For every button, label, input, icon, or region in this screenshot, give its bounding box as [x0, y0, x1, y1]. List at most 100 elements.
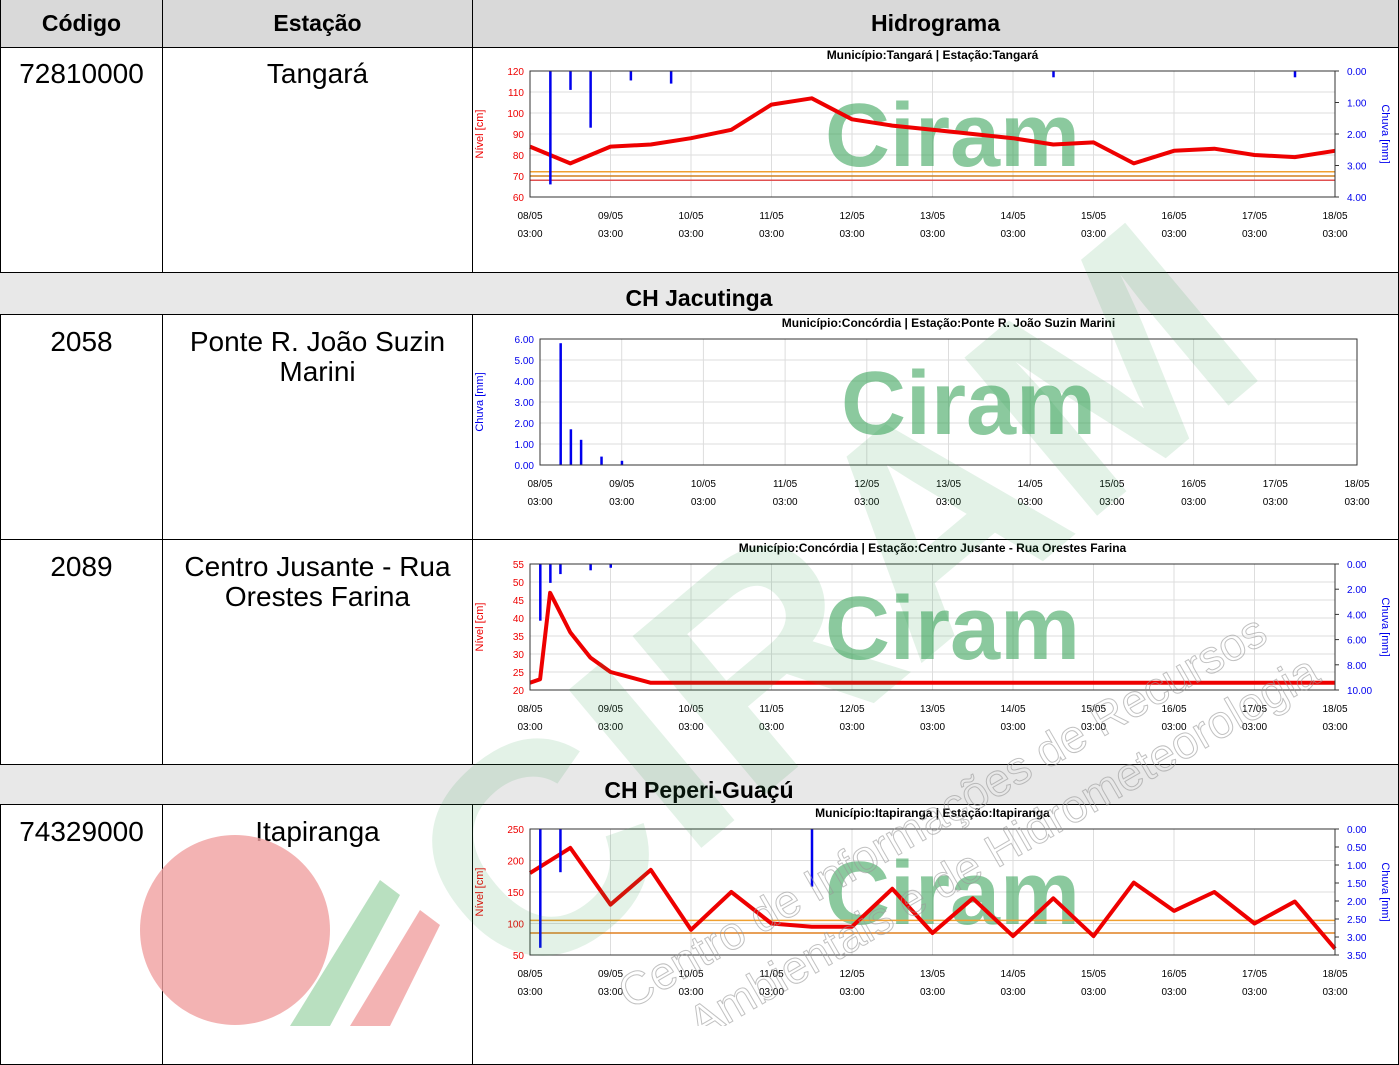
x-tick-time: 03:00	[1263, 497, 1288, 508]
x-tick-date: 15/05	[1081, 969, 1106, 980]
x-tick-date: 17/05	[1263, 479, 1288, 490]
x-tick-time: 03:00	[936, 497, 961, 508]
rain-bar	[539, 829, 542, 948]
y-tick-label: 150	[507, 888, 524, 899]
y2-tick-label: 8.00	[1347, 661, 1367, 672]
x-tick-time: 03:00	[1081, 987, 1106, 998]
x-tick-time: 03:00	[759, 987, 784, 998]
x-tick-time: 03:00	[1322, 722, 1347, 733]
x-tick-date: 09/05	[609, 479, 634, 490]
y-axis-label: Nível [cm]	[474, 110, 486, 159]
station-name: Itapiranga	[163, 805, 473, 1065]
y-tick-label: 80	[513, 151, 525, 162]
x-tick-time: 03:00	[691, 497, 716, 508]
x-tick-time: 03:00	[1322, 229, 1347, 240]
y2-tick-label: 0.00	[1347, 67, 1367, 78]
rain-bar	[610, 564, 613, 568]
chart-watermark: Ciram	[825, 579, 1080, 679]
x-tick-date: 08/05	[527, 479, 552, 490]
x-tick-date: 09/05	[598, 704, 623, 715]
rain-bar	[600, 457, 603, 465]
y2-tick-label: 1.00	[1347, 99, 1367, 110]
rain-bar	[589, 564, 592, 570]
x-tick-date: 11/05	[759, 969, 784, 980]
y-tick-label: 45	[513, 596, 525, 607]
x-tick-time: 03:00	[839, 229, 864, 240]
x-tick-time: 03:00	[678, 987, 703, 998]
x-tick-time: 03:00	[920, 722, 945, 733]
rain-bar	[1052, 71, 1055, 77]
y-tick-label: 2.00	[515, 419, 535, 430]
y-axis-label: Nível [cm]	[474, 868, 486, 917]
rain-bar	[630, 71, 633, 80]
y-tick-label: 50	[513, 951, 525, 962]
x-tick-date: 16/05	[1161, 211, 1186, 222]
y2-axis-label: Chuva [mm]	[1379, 862, 1391, 921]
y-tick-label: 6.00	[515, 335, 535, 346]
x-tick-time: 03:00	[1161, 987, 1186, 998]
x-tick-time: 03:00	[527, 497, 552, 508]
hydrograph: Município:Concórdia | Estação:Ponte R. J…	[473, 315, 1398, 539]
x-tick-time: 03:00	[598, 987, 623, 998]
x-tick-time: 03:00	[1000, 722, 1025, 733]
rain-bar	[549, 564, 552, 583]
y-tick-label: 40	[513, 614, 525, 625]
y2-tick-label: 6.00	[1347, 636, 1367, 647]
x-tick-time: 03:00	[1322, 987, 1347, 998]
y-tick-label: 60	[513, 193, 525, 204]
x-tick-time: 03:00	[759, 722, 784, 733]
x-tick-date: 18/05	[1322, 704, 1347, 715]
x-tick-date: 12/05	[839, 211, 864, 222]
x-tick-time: 03:00	[598, 722, 623, 733]
y-tick-label: 3.00	[515, 398, 535, 409]
y2-tick-label: 3.00	[1347, 162, 1367, 173]
station-name: Centro Jusante - Rua Orestes Farina	[163, 540, 473, 765]
x-tick-date: 18/05	[1344, 479, 1369, 490]
hydrograph: Município:Tangará | Estação:TangaráNível…	[473, 47, 1398, 272]
x-tick-time: 03:00	[1081, 722, 1106, 733]
station-code: 2089	[0, 540, 163, 765]
y-tick-label: 50	[513, 578, 525, 589]
x-tick-date: 15/05	[1099, 479, 1124, 490]
section-header: CH Peperi-Guaçú	[0, 765, 1399, 805]
x-tick-time: 03:00	[1242, 229, 1267, 240]
x-tick-date: 15/05	[1081, 211, 1106, 222]
station-code: 72810000	[0, 47, 163, 273]
x-tick-date: 08/05	[517, 704, 542, 715]
y2-tick-label: 0.00	[1347, 560, 1367, 571]
y-tick-label: 1.00	[515, 440, 535, 451]
y2-tick-label: 0.50	[1347, 843, 1367, 854]
chart-watermark: Ciram	[825, 86, 1080, 186]
chart-title: Município:Concórdia | Estação:Ponte R. J…	[782, 316, 1115, 330]
y-tick-label: 110	[508, 88, 524, 99]
y2-tick-label: 2.50	[1347, 915, 1367, 926]
rain-bar	[559, 343, 562, 465]
x-tick-time: 03:00	[1000, 987, 1025, 998]
rain-bar	[670, 71, 673, 84]
x-tick-date: 08/05	[517, 211, 542, 222]
y-tick-label: 120	[507, 67, 524, 78]
y-tick-label: 0.00	[515, 461, 535, 472]
station-name: Ponte R. João Suzin Marini	[163, 315, 473, 540]
x-tick-date: 13/05	[920, 211, 945, 222]
x-tick-date: 12/05	[854, 479, 879, 490]
x-tick-date: 10/05	[691, 479, 716, 490]
y2-tick-label: 4.00	[1347, 610, 1367, 621]
x-tick-date: 11/05	[759, 211, 784, 222]
x-tick-time: 03:00	[1099, 497, 1124, 508]
x-tick-date: 12/05	[839, 969, 864, 980]
y2-tick-label: 4.00	[1347, 193, 1367, 204]
x-tick-time: 03:00	[920, 987, 945, 998]
x-tick-time: 03:00	[517, 987, 542, 998]
y2-tick-label: 1.50	[1347, 879, 1367, 890]
y2-tick-label: 2.00	[1347, 585, 1367, 596]
hydrograph-cell: Município:Concórdia | Estação:Centro Jus…	[473, 540, 1399, 765]
x-tick-time: 03:00	[1161, 229, 1186, 240]
x-tick-date: 13/05	[920, 969, 945, 980]
x-tick-time: 03:00	[1161, 722, 1186, 733]
y2-tick-label: 2.00	[1347, 897, 1367, 908]
x-tick-date: 14/05	[1018, 479, 1043, 490]
rain-bar	[580, 440, 583, 465]
x-tick-date: 09/05	[598, 969, 623, 980]
x-tick-date: 09/05	[598, 211, 623, 222]
